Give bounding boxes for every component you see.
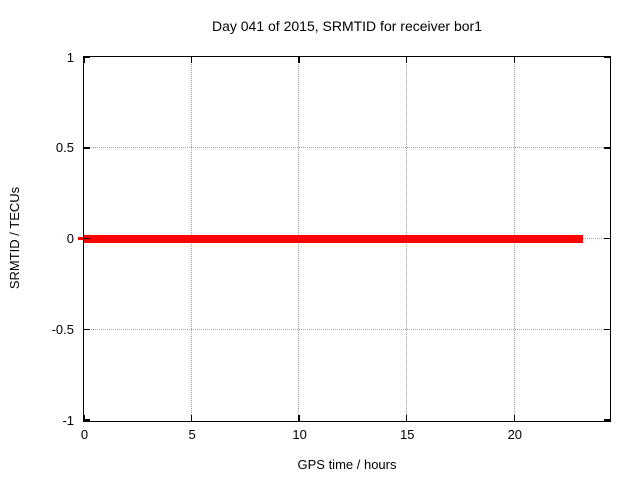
y-tick-label--0.5: -0.5 [51, 321, 74, 337]
x-tick-top-0 [83, 57, 85, 63]
y-tick-label--1: -1 [62, 412, 74, 428]
y-tick-left-0.5 [84, 147, 90, 149]
series-srmtid-line [84, 234, 584, 243]
x-tick-label-15: 15 [400, 427, 415, 442]
y-tick-label-0.5: 0.5 [55, 140, 74, 156]
x-tick-top-15 [405, 57, 408, 63]
y-tick-right-0.5 [604, 147, 610, 149]
gridline-y-0.5 [84, 147, 610, 148]
x-tick-bottom-10 [298, 415, 300, 421]
y-tick-right-1 [604, 56, 610, 58]
series-start-cap [77, 237, 83, 240]
x-tick-label-10: 10 [292, 427, 307, 442]
x-tick-top-5 [190, 57, 193, 63]
y-tick-label-1: 1 [66, 49, 74, 65]
x-tick-bottom-0 [83, 415, 85, 421]
x-axis-label: GPS time / hours [297, 457, 397, 472]
y-tick-left-1 [84, 56, 90, 58]
x-tick-bottom-5 [190, 415, 193, 421]
y-tick-label-0: 0 [66, 231, 74, 246]
x-tick-top-10 [298, 57, 300, 63]
gridline-y--0.5 [84, 328, 610, 330]
x-tick-label-0: 0 [80, 427, 89, 442]
y-tick-left--1 [84, 419, 90, 421]
x-tick-label-20: 20 [507, 427, 523, 442]
x-tick-bottom-15 [405, 415, 408, 421]
y-tick-left-0 [84, 237, 90, 240]
y-tick-right-0 [604, 237, 610, 240]
y-axis-label: SRMTID / TECUs [7, 186, 22, 290]
y-tick-left--0.5 [84, 328, 90, 330]
x-tick-top-20 [513, 57, 516, 63]
x-tick-bottom-20 [513, 415, 516, 421]
y-tick-right--1 [604, 419, 610, 421]
chart-title: Day 041 of 2015, SRMTID for receiver bor… [211, 18, 482, 34]
y-tick-right--0.5 [604, 328, 610, 330]
x-tick-label-5: 5 [188, 427, 196, 442]
plot-area [77, 56, 611, 422]
